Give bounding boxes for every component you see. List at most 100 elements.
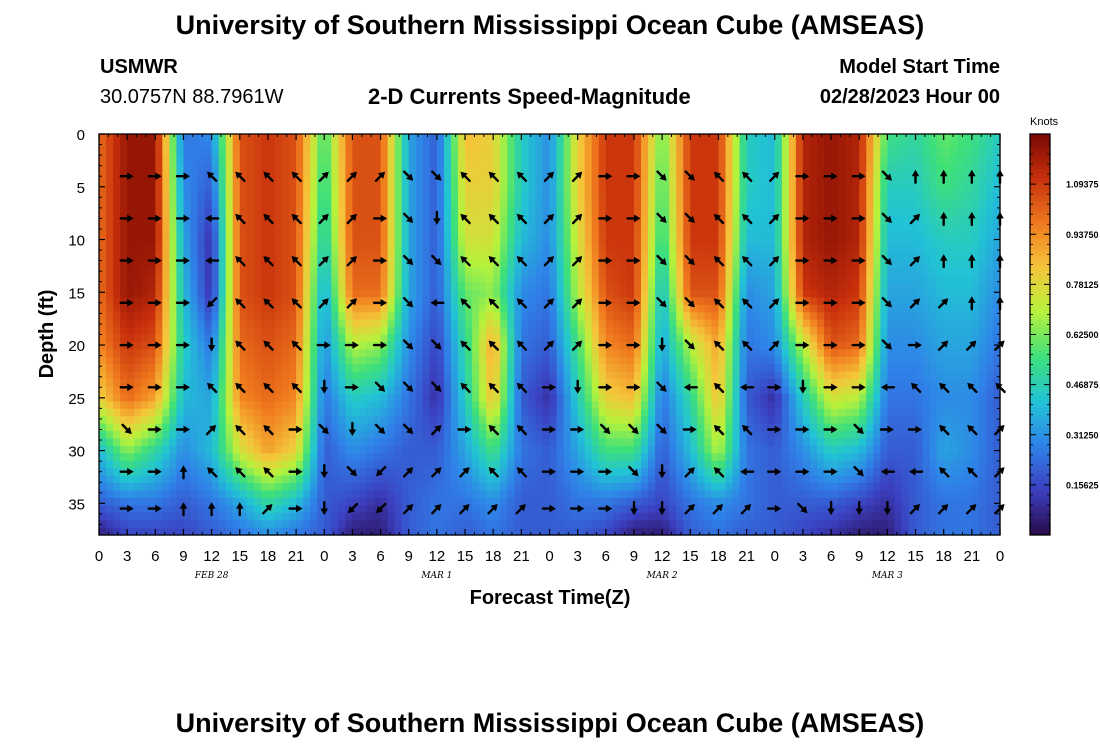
heatmap-cell: [155, 319, 163, 328]
heatmap-cell: [127, 223, 135, 232]
heatmap-cell: [908, 334, 917, 343]
heatmap-cell: [964, 312, 973, 321]
heatmap-cell: [176, 319, 185, 328]
heatmap-cell: [795, 215, 804, 224]
heatmap-cell: [838, 245, 846, 254]
heatmap-cell: [964, 141, 973, 150]
heatmap-cell: [605, 408, 614, 417]
heatmap-cell: [113, 327, 121, 336]
heatmap-cell: [239, 364, 248, 373]
heatmap-cell: [246, 364, 255, 373]
heatmap-cell: [626, 230, 635, 239]
heatmap-cell: [816, 193, 825, 202]
heatmap-cell: [113, 379, 121, 388]
heatmap-cell: [633, 245, 642, 254]
heatmap-cell: [802, 282, 811, 291]
heatmap-cell: [127, 252, 135, 261]
heatmap-cell: [915, 134, 924, 143]
heatmap-cell: [113, 386, 121, 395]
heatmap-cell: [662, 297, 670, 306]
heatmap-cell: [957, 171, 966, 180]
heatmap-cell: [809, 260, 818, 269]
heatmap-cell: [345, 208, 354, 217]
heatmap-cell: [282, 223, 290, 232]
heatmap-cell: [296, 163, 304, 172]
heatmap-cell: [324, 134, 332, 143]
heatmap-cell: [732, 245, 741, 254]
heatmap-cell: [648, 312, 656, 321]
heatmap-cell: [662, 408, 670, 417]
heatmap-cell: [584, 371, 593, 380]
heatmap-cell: [176, 275, 185, 284]
heatmap-cell: [415, 319, 424, 328]
heatmap-cell: [282, 260, 290, 269]
heatmap-cell: [669, 200, 677, 209]
heatmap-cell: [774, 134, 783, 143]
heatmap-cell: [345, 163, 354, 172]
heatmap-cell: [570, 178, 579, 187]
heatmap-cell: [106, 312, 114, 321]
heatmap-cell: [183, 379, 192, 388]
heatmap-cell: [887, 275, 896, 284]
heatmap-cell: [443, 163, 452, 172]
heatmap-cell: [950, 341, 959, 350]
heatmap-cell: [317, 171, 325, 180]
heatmap-cell: [197, 171, 206, 180]
heatmap-cell: [479, 408, 487, 417]
heatmap-cell: [795, 319, 804, 328]
heatmap-cell: [317, 230, 325, 239]
heatmap-cell: [359, 208, 368, 217]
heatmap-cell: [148, 356, 156, 365]
heatmap-cell: [802, 304, 811, 313]
heatmap-cell: [352, 141, 361, 150]
heatmap-cell: [387, 185, 396, 195]
heatmap-cell: [218, 245, 227, 254]
heatmap-cell: [528, 245, 537, 254]
heatmap-cell: [436, 178, 445, 187]
heatmap-cell: [176, 193, 185, 202]
heatmap-cell: [950, 260, 959, 269]
heatmap-cell: [457, 223, 466, 232]
heatmap-cell: [901, 379, 910, 388]
heatmap-cell: [197, 282, 206, 291]
heatmap-cell: [809, 282, 818, 291]
heatmap-cell: [225, 178, 234, 187]
heatmap-cell: [169, 312, 178, 321]
heatmap-cell: [134, 171, 142, 180]
heatmap-cell: [873, 134, 881, 143]
heatmap-cell: [401, 163, 410, 172]
heatmap-cell: [873, 252, 881, 261]
heatmap-cell: [274, 364, 283, 373]
heatmap-cell: [915, 178, 924, 187]
heatmap-cell: [725, 215, 734, 224]
heatmap-cell: [535, 267, 544, 276]
heatmap-cell: [134, 297, 142, 306]
heatmap-cell: [838, 223, 846, 232]
heatmap-cell: [514, 223, 522, 232]
heatmap-cell: [169, 267, 178, 276]
heatmap-cell: [894, 312, 903, 321]
heatmap-cell: [549, 312, 558, 321]
heatmap-cell: [992, 334, 1001, 343]
heatmap-cell: [141, 163, 149, 172]
heatmap-cell: [289, 156, 297, 165]
heatmap-cell: [866, 156, 874, 165]
heatmap-cell: [274, 185, 283, 195]
heatmap-cell: [127, 289, 135, 298]
heatmap-cell: [936, 297, 945, 306]
heatmap-cell: [563, 341, 572, 350]
heatmap-cell: [394, 379, 403, 388]
heatmap-cell: [880, 327, 888, 336]
heatmap-cell: [359, 230, 368, 239]
heatmap-cell: [148, 134, 156, 143]
heatmap-cell: [633, 379, 642, 388]
heatmap-cell: [450, 312, 459, 321]
heatmap-cell: [415, 393, 424, 402]
heatmap-cell: [528, 282, 537, 291]
heatmap-cell: [155, 379, 163, 388]
heatmap-cell: [176, 289, 185, 298]
heatmap-cell: [838, 393, 846, 402]
heatmap-cell: [556, 297, 565, 306]
heatmap-cell: [324, 416, 332, 425]
heatmap-cell: [211, 371, 220, 380]
